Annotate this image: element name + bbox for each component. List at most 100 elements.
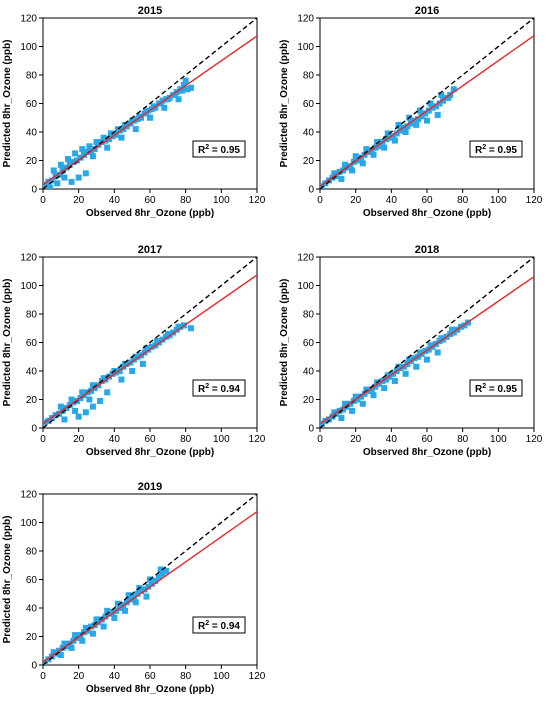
data-point <box>359 160 366 167</box>
data-point <box>188 84 195 91</box>
data-point <box>381 385 388 392</box>
reference-line <box>43 494 257 665</box>
r2-equals: = <box>486 384 497 395</box>
y-tick-label: 100 <box>297 281 314 292</box>
data-point <box>54 180 61 187</box>
data-point <box>418 113 425 120</box>
data-point <box>86 143 93 150</box>
data-point <box>118 134 125 141</box>
data-point <box>347 163 354 170</box>
data-point <box>79 389 86 396</box>
y-tick-label: 20 <box>303 395 315 406</box>
data-point <box>424 356 430 363</box>
y-tick-label: 0 <box>31 424 37 435</box>
r2-equals: = <box>209 621 220 632</box>
data-point <box>359 400 366 407</box>
data-point <box>427 342 434 349</box>
data-point <box>100 134 107 141</box>
x-tick-label: 20 <box>350 195 362 206</box>
y-tick-label: 60 <box>26 338 38 349</box>
data-point <box>413 121 420 128</box>
chart-title: 2015 <box>138 5 162 17</box>
data-point <box>93 138 100 145</box>
x-tick-label: 40 <box>386 434 398 445</box>
y-tick-label: 100 <box>20 518 37 529</box>
data-point <box>424 117 430 124</box>
x-axis-label: Observed 8hr_Ozone (ppb) <box>86 208 214 219</box>
y-axis-label: Predicted 8hr_Ozone (ppb) <box>279 40 290 168</box>
data-point <box>132 353 139 360</box>
data-point <box>154 338 161 345</box>
y-tick-label: 120 <box>297 253 314 264</box>
r2-annotation: R2 = 0.94 <box>198 383 240 395</box>
data-point <box>157 566 164 573</box>
data-point <box>139 360 146 367</box>
data-point <box>77 154 84 161</box>
data-point <box>45 417 52 424</box>
data-point <box>370 151 377 158</box>
data-point <box>86 396 93 403</box>
data-point <box>384 130 391 137</box>
r2-box <box>469 140 523 158</box>
data-point <box>136 113 143 120</box>
data-point <box>363 146 370 153</box>
y-tick-label: 120 <box>20 490 37 501</box>
data-point <box>416 107 423 114</box>
data-layer <box>320 257 534 428</box>
data-point <box>89 382 96 389</box>
data-point <box>374 138 381 145</box>
data-point <box>114 126 121 133</box>
data-point <box>436 100 443 107</box>
y-tick-label: 100 <box>20 42 37 53</box>
y-tick-label: 60 <box>303 99 315 110</box>
y-tick-label: 40 <box>303 367 315 378</box>
data-point <box>341 161 348 168</box>
data-point <box>104 607 111 614</box>
panel-2018: 0 20 40 60 80 100 120 0 20 40 60 80 100 120 2018 Observ… <box>279 244 543 458</box>
data-point <box>434 349 441 356</box>
reference-line <box>320 257 534 428</box>
data-point <box>148 343 155 350</box>
x-tick-label: 40 <box>109 671 121 682</box>
fit-line <box>320 35 534 187</box>
r2-annotation: R2 = 0.94 <box>198 620 240 632</box>
y-tick-label: 120 <box>297 14 314 25</box>
data-point <box>57 161 64 168</box>
data-point <box>88 623 95 630</box>
y-tick-label: 40 <box>26 604 38 615</box>
data-point <box>98 616 105 623</box>
x-tick-label: 120 <box>249 195 266 206</box>
data-point <box>47 184 54 189</box>
data-point <box>382 376 389 383</box>
x-tick-label: 0 <box>40 434 46 445</box>
chart-title: 2019 <box>138 481 162 493</box>
y-tick-label: 0 <box>308 185 314 196</box>
r2-equals: = <box>209 384 220 395</box>
data-point <box>75 413 82 420</box>
data-point <box>370 392 377 399</box>
data-point <box>79 637 86 644</box>
data-point <box>125 592 132 599</box>
data-point <box>363 386 370 393</box>
data-point <box>111 614 118 621</box>
x-tick-label: 120 <box>526 195 543 206</box>
data-point <box>134 590 141 597</box>
data-point <box>61 416 68 423</box>
x-tick-label: 60 <box>144 671 156 682</box>
r2-value: 0.95 <box>498 145 518 156</box>
y-tick-label: 20 <box>26 632 38 643</box>
data-point <box>147 114 153 121</box>
y-tick-label: 120 <box>20 14 37 25</box>
data-point <box>127 596 134 603</box>
data-point <box>102 613 109 620</box>
data-point <box>113 131 120 138</box>
r2-annotation: R2 = 0.95 <box>475 144 517 156</box>
fit-line <box>320 276 534 425</box>
data-point <box>368 386 375 393</box>
data-point <box>347 400 354 407</box>
data-point <box>57 652 64 659</box>
data-point <box>82 624 89 631</box>
y-tick-label: 20 <box>26 156 38 167</box>
y-tick-label: 40 <box>26 128 38 139</box>
data-point <box>152 577 159 584</box>
